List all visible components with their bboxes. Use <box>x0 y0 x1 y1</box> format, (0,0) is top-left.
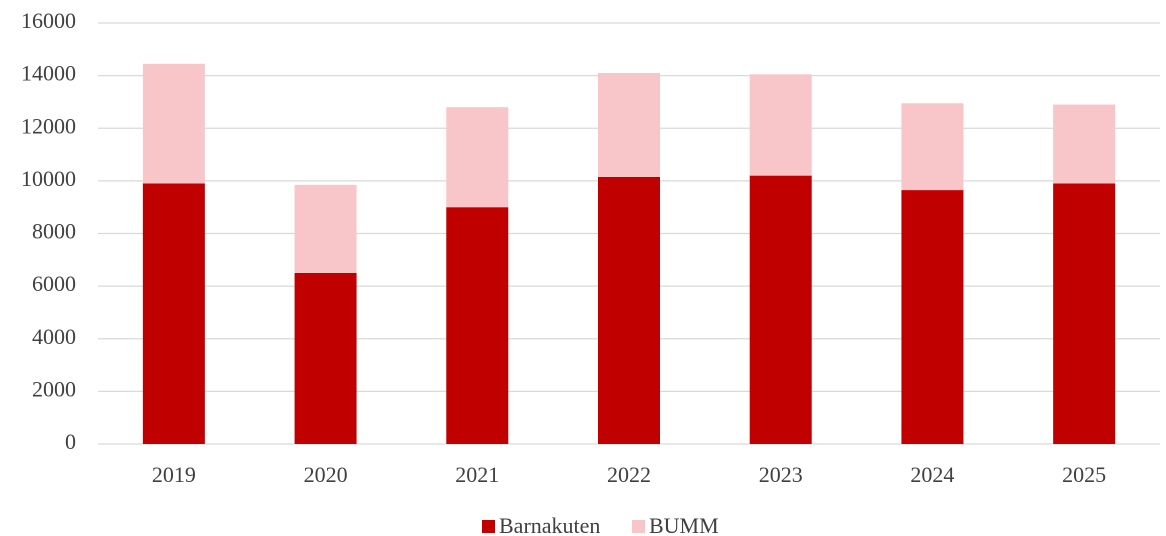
legend-label: Barnakuten <box>499 513 600 536</box>
y-tick-label: 16000 <box>21 8 76 33</box>
x-tick-label: 2019 <box>152 462 196 487</box>
bar-segment <box>749 175 812 445</box>
bar-segment <box>598 72 660 177</box>
x-tick-label: 2021 <box>455 462 499 487</box>
legend-swatch <box>632 520 645 533</box>
y-tick-label: 6000 <box>32 271 76 296</box>
bar-segment <box>1053 104 1116 184</box>
bar-segment <box>1053 183 1116 444</box>
x-tick-label: 2022 <box>607 462 651 487</box>
bar-segment <box>749 74 812 176</box>
x-tick-label: 2024 <box>910 462 954 487</box>
bar-segment <box>901 103 964 191</box>
bar-segment <box>446 207 509 444</box>
legend-label: BUMM <box>649 513 719 536</box>
y-tick-label: 10000 <box>21 166 76 191</box>
bar-segment <box>142 183 205 444</box>
legend-swatch <box>482 520 495 533</box>
y-tick-label: 4000 <box>32 324 76 349</box>
y-tick-label: 12000 <box>21 113 76 138</box>
bar-segment <box>294 272 357 444</box>
y-tick-label: 14000 <box>21 61 76 86</box>
y-tick-label: 8000 <box>32 219 76 244</box>
bar-segment <box>598 176 660 444</box>
y-tick-label: 2000 <box>32 376 76 401</box>
x-tick-label: 2025 <box>1062 462 1106 487</box>
bar-segment <box>901 190 964 444</box>
x-tick-label: 2020 <box>304 462 348 487</box>
x-tick-label: 2023 <box>759 462 803 487</box>
y-tick-label: 0 <box>65 429 76 454</box>
bar-segment <box>294 184 357 273</box>
bar-segment <box>446 107 509 208</box>
bar-segment <box>142 63 205 184</box>
